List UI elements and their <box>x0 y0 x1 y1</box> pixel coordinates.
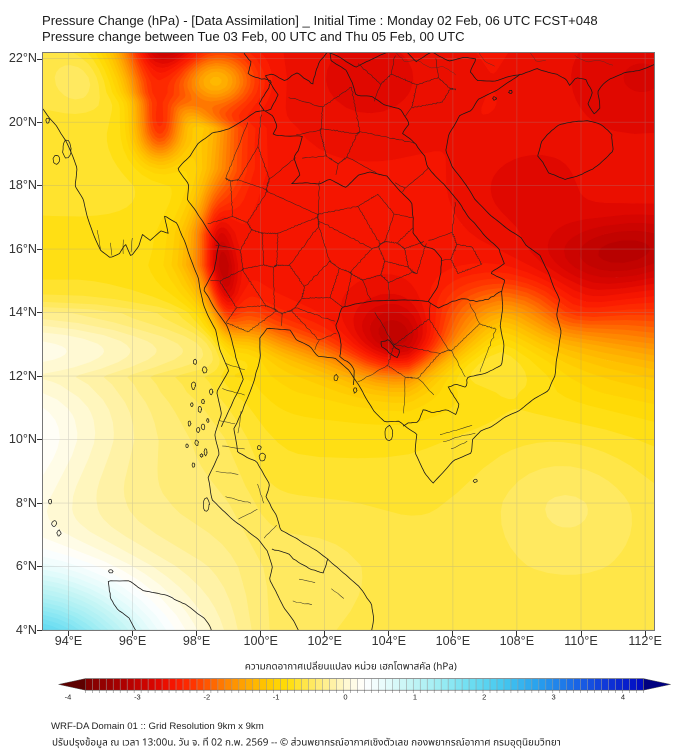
svg-text:-4: -4 <box>65 693 72 702</box>
svg-text:2: 2 <box>482 693 486 702</box>
svg-text:-1: -1 <box>273 693 280 702</box>
svg-text:-3: -3 <box>134 693 141 702</box>
svg-text:-2: -2 <box>203 693 210 702</box>
svg-text:4: 4 <box>621 693 625 702</box>
svg-text:0: 0 <box>343 693 347 702</box>
svg-text:3: 3 <box>552 693 556 702</box>
svg-text:1: 1 <box>413 693 417 702</box>
